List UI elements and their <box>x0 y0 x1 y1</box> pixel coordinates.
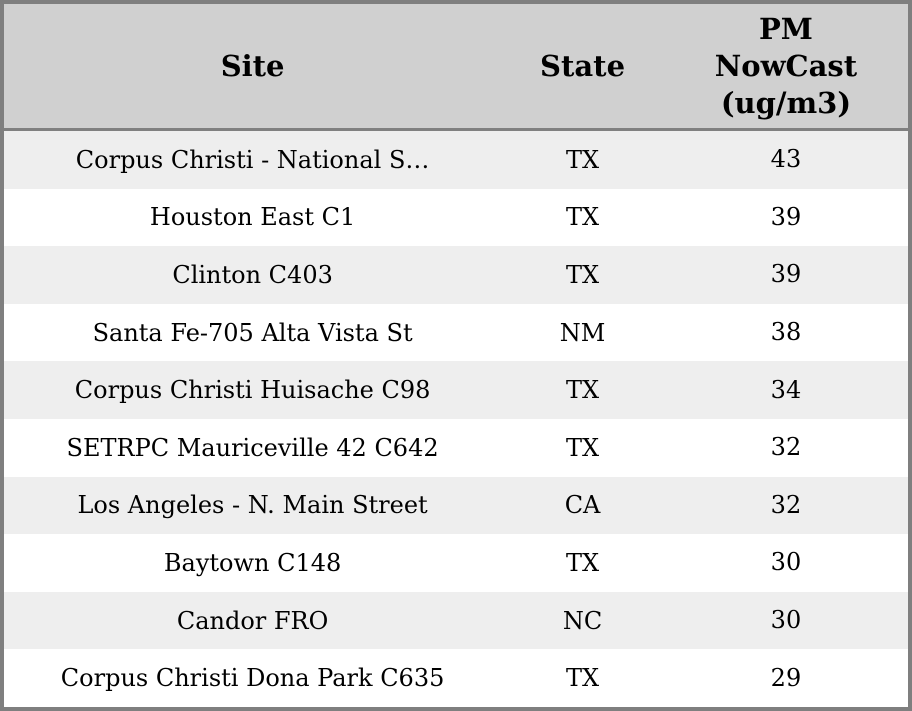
table-row: Clinton C403 TX 39 <box>4 246 908 304</box>
table-header-row: Site State PM NowCast (ug/m3) <box>4 4 908 131</box>
state-cell: TX <box>566 664 600 693</box>
pm-cell: 30 <box>770 606 802 635</box>
table-row: Corpus Christi Huisache C98 TX 34 <box>4 361 908 419</box>
pm-cell: 32 <box>770 433 802 462</box>
site-cell: Corpus Christi Dona Park C635 <box>60 664 445 693</box>
table-row: Santa Fe-705 Alta Vista St NM 38 <box>4 303 908 362</box>
site-cell: Corpus Christi Huisache C98 <box>74 376 431 405</box>
state-cell: TX <box>566 548 600 577</box>
column-header-state: State <box>540 49 626 83</box>
pm-cell: 43 <box>770 145 802 174</box>
site-cell: Baytown C148 <box>163 548 342 577</box>
table-row: Candor FRO NC 30 <box>4 591 908 650</box>
state-cell: TX <box>566 145 600 174</box>
state-cell: TX <box>566 260 600 289</box>
table-row: Corpus Christi - National S… TX 43 <box>4 131 908 189</box>
column-header-pm-nowcast: PM NowCast (ug/m3) <box>714 11 858 120</box>
site-cell: Candor FRO <box>176 606 329 635</box>
pm-cell: 32 <box>770 490 802 519</box>
site-cell: Houston East C1 <box>149 203 356 232</box>
table-row: Corpus Christi Dona Park C635 TX 29 <box>4 649 908 707</box>
state-cell: NC <box>562 606 603 635</box>
pm-cell: 38 <box>770 318 802 347</box>
state-cell: TX <box>566 203 600 232</box>
site-cell: Santa Fe-705 Alta Vista St <box>92 318 413 347</box>
state-cell: TX <box>566 376 600 405</box>
pm-cell: 29 <box>770 663 802 692</box>
pm-cell: 34 <box>770 375 802 404</box>
state-cell: TX <box>566 433 600 462</box>
state-cell: NM <box>559 318 606 347</box>
site-cell: Clinton C403 <box>172 260 333 289</box>
table-row: Baytown C148 TX 30 <box>4 534 908 592</box>
site-cell: Corpus Christi - National S… <box>75 145 430 174</box>
table-body: Corpus Christi - National S… TX 43 Houston … <box>4 131 908 707</box>
pm-cell: 30 <box>770 548 802 577</box>
site-cell: SETRPC Mauriceville 42 C642 <box>66 433 439 462</box>
column-header-site: Site <box>220 49 285 83</box>
table-row: Houston East C1 TX 39 <box>4 188 908 247</box>
state-cell: CA <box>564 491 601 520</box>
table-row: SETRPC Mauriceville 42 C642 TX 32 <box>4 418 908 477</box>
site-cell: Los Angeles - N. Main Street <box>77 491 428 520</box>
pm-cell: 39 <box>770 202 802 231</box>
pm-cell: 39 <box>770 260 802 289</box>
table-row: Los Angeles - N. Main Street CA 32 <box>4 476 908 535</box>
